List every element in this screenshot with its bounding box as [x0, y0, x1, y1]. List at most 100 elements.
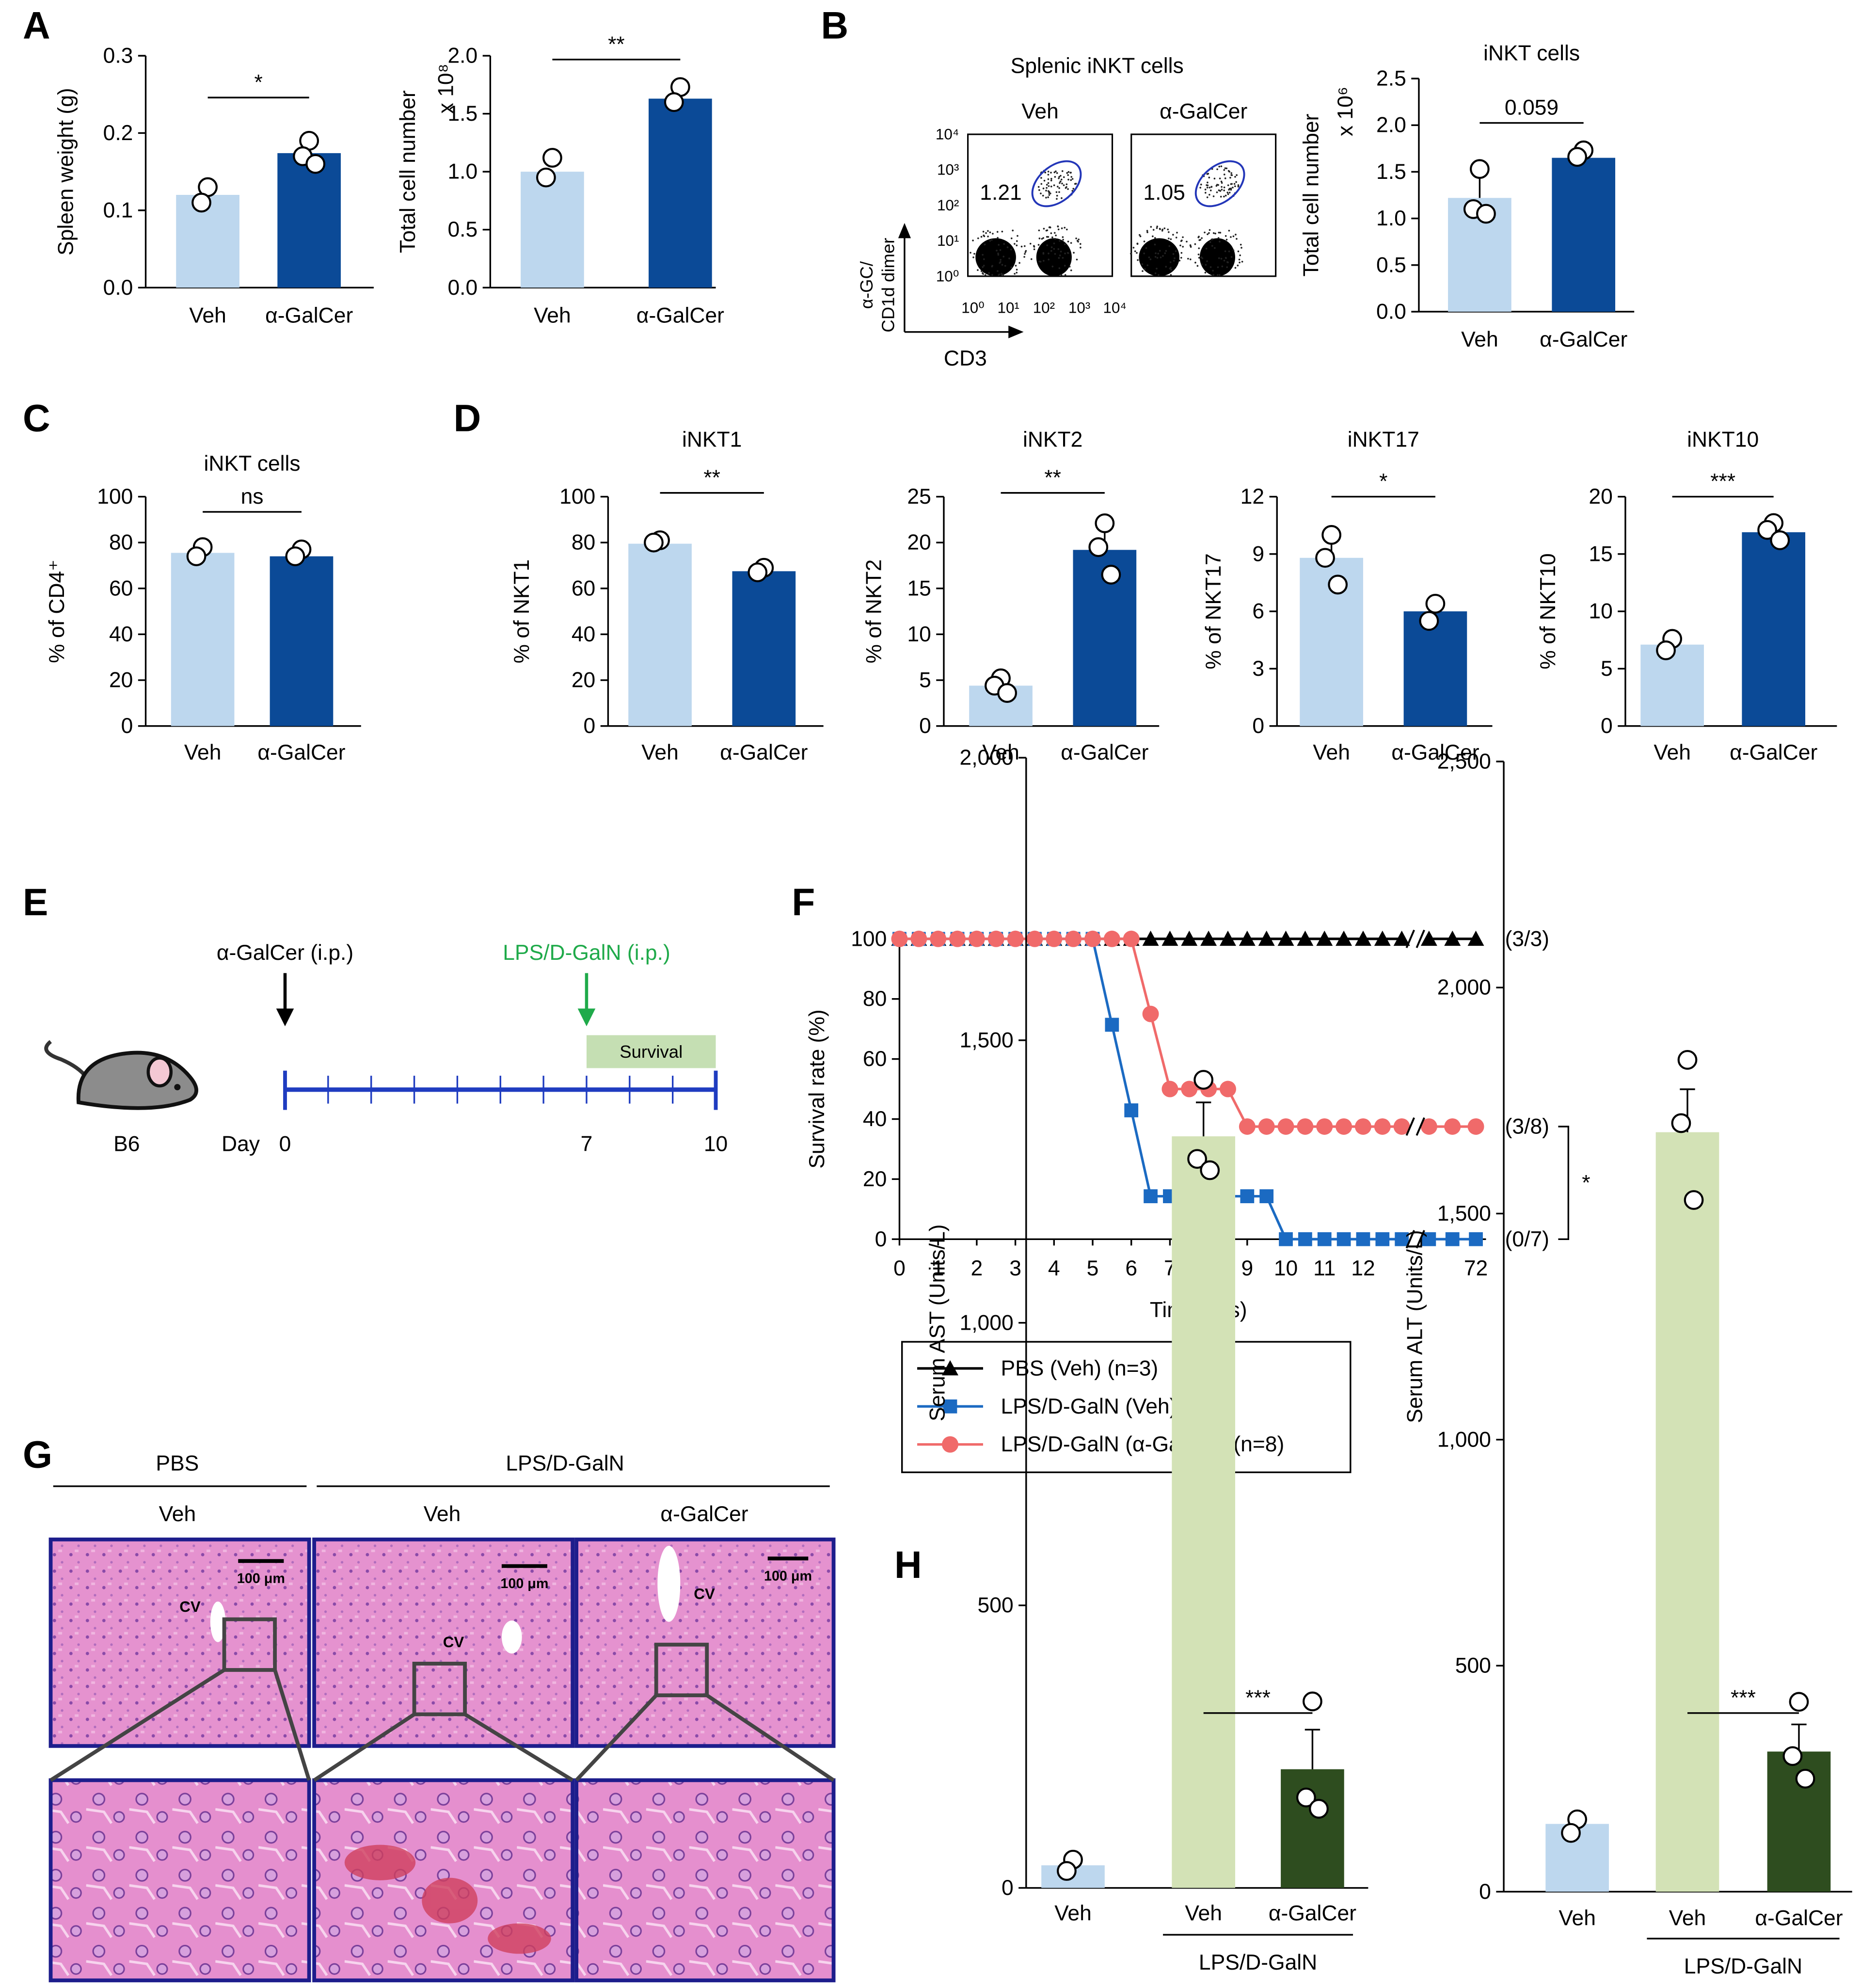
event-dot: [1228, 250, 1230, 253]
y-tick-label: 20: [863, 1167, 887, 1191]
event-dot: [1059, 182, 1061, 184]
data-point: [1161, 1081, 1178, 1097]
survival-label: Survival: [620, 1042, 683, 1062]
event-dot: [1178, 259, 1181, 262]
central-vein: [657, 1545, 681, 1622]
event-dot: [1194, 243, 1196, 245]
data-point: [1444, 1118, 1461, 1135]
legend-marker: [943, 1399, 957, 1414]
end-label: (0/7): [1505, 1227, 1549, 1251]
event-dot: [1006, 246, 1009, 248]
event-dot: [1204, 191, 1207, 194]
event-dot: [1046, 244, 1049, 246]
event-dot: [1047, 171, 1050, 173]
x-tick-label: 2: [971, 1256, 983, 1280]
event-dot: [1186, 240, 1188, 243]
data-point: [542, 148, 562, 168]
event-dot: [1046, 236, 1048, 238]
y-tick-label: 40: [109, 622, 133, 646]
event-dot: [1238, 258, 1241, 261]
event-dot: [1076, 239, 1079, 242]
event-dot: [1042, 253, 1045, 255]
y-tick-label: 2,000: [1437, 976, 1491, 1000]
event-dot: [1212, 232, 1215, 234]
event-dot: [1074, 183, 1076, 185]
event-dot: [1160, 256, 1162, 258]
y-tick-label: 20: [109, 668, 133, 692]
x-tick-label: Veh: [189, 303, 226, 327]
y-tick-label: 0: [1479, 1880, 1491, 1904]
event-dot: [1053, 242, 1055, 245]
landmark-label: CV: [443, 1634, 464, 1651]
data-point: [930, 930, 947, 947]
data-point: [1789, 1692, 1809, 1712]
event-dot: [1016, 269, 1018, 271]
event-dot: [1229, 176, 1231, 179]
y-tick-label: 1.0: [1376, 207, 1406, 230]
data-point: [1316, 930, 1333, 946]
landmark-label: CV: [179, 1598, 201, 1615]
event-dot: [1236, 238, 1238, 240]
y-tick-label: 10: [907, 622, 931, 646]
event-dot: [1064, 265, 1066, 267]
event-dot: [999, 261, 1002, 263]
event-dot: [1055, 234, 1057, 237]
liver-section: [48, 1537, 311, 1748]
event-dot: [1223, 189, 1225, 191]
histology: 100 μm 100 μm 100 μm CV CV CV PBS LPS/D-…: [48, 1451, 836, 1983]
data-point: [1258, 930, 1275, 946]
data-point: [987, 930, 1004, 947]
data-point: [536, 167, 556, 188]
mouse-icon: [44, 1040, 198, 1110]
y-tick-label: 12: [1241, 485, 1264, 509]
event-dot: [1218, 189, 1220, 191]
event-dot: [1050, 250, 1052, 252]
event-dot: [1066, 172, 1068, 174]
event-dot: [1221, 265, 1224, 268]
significance-label: **: [703, 466, 720, 490]
mouse-body: [76, 1050, 198, 1110]
event-dot: [1038, 229, 1040, 232]
x-axis-label: CD3: [944, 347, 987, 370]
y-axis-label: Total cell number: [1299, 113, 1323, 276]
event-dot: [1234, 185, 1236, 188]
central-vein: [501, 1621, 522, 1654]
event-dot: [1227, 184, 1229, 186]
event-dot: [1172, 234, 1174, 236]
event-dot: [1225, 194, 1227, 197]
event-dot: [1067, 178, 1069, 181]
day-number: 0: [279, 1132, 291, 1156]
event-dot: [1146, 264, 1149, 267]
liver-section: [312, 1537, 575, 1748]
data-point: [968, 930, 985, 947]
event-dot: [1062, 257, 1064, 259]
event-dot: [1134, 250, 1136, 253]
bar: [1640, 644, 1704, 726]
event-dot: [1194, 261, 1196, 264]
y-tick-label: 0: [121, 714, 133, 738]
event-dot: [1228, 191, 1231, 194]
bar: [1281, 1769, 1344, 1888]
chart-title: iNKT1: [682, 428, 742, 451]
data-point: [1354, 930, 1371, 946]
y-tick-label: 6: [1252, 600, 1264, 623]
event-dot: [1174, 257, 1176, 259]
data-point: [1259, 1189, 1274, 1204]
event-dot: [1205, 264, 1207, 266]
event-dot: [996, 231, 999, 233]
cell-population: [1199, 238, 1236, 276]
event-dot: [1053, 232, 1056, 234]
event-dot: [1235, 234, 1237, 236]
y-tick-label: 1,500: [1437, 1202, 1491, 1225]
event-dot: [1004, 265, 1006, 267]
day-label: Day: [222, 1132, 260, 1156]
event-dot: [1240, 243, 1242, 246]
event-dot: [1170, 269, 1172, 271]
y-axis-label: α-GC/: [857, 261, 876, 309]
event-dot: [989, 240, 991, 242]
event-dot: [1224, 250, 1226, 253]
x-tick-label: Veh: [1669, 1907, 1706, 1930]
event-dot: [1206, 196, 1209, 198]
event-dot: [1061, 227, 1063, 229]
event-dot: [1066, 252, 1069, 254]
